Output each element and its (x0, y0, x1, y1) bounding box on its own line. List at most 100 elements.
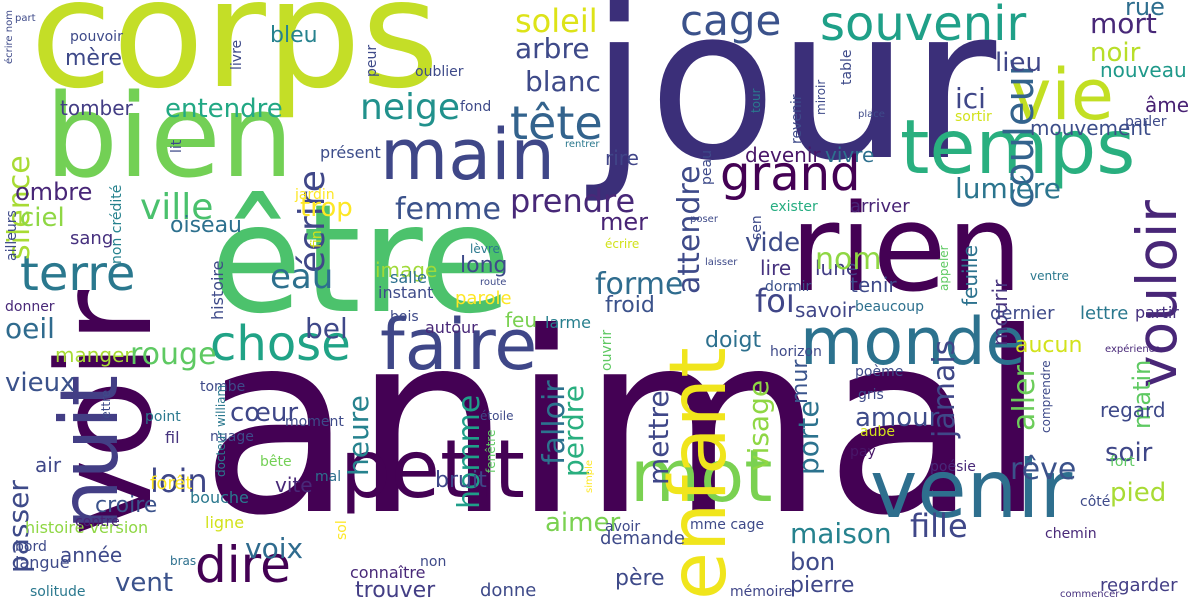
word-donne: donne (480, 580, 537, 600)
word-porte: porte (792, 400, 825, 475)
word-poésie: poésie (930, 459, 976, 475)
word-visage: visage (742, 379, 775, 471)
word-non: non (420, 554, 447, 570)
word-mur: mur (788, 359, 813, 404)
word-beaucoup: beaucoup (855, 299, 924, 315)
word-arbre: arbre (515, 32, 590, 65)
word-sang: sang (70, 228, 114, 249)
word-gris: gris (858, 387, 884, 403)
word-poème: poème (855, 364, 904, 380)
word-dire: dire (195, 536, 291, 594)
word-fenêtre: fenêtre (484, 429, 498, 473)
word-forme: forme (595, 267, 684, 302)
word-lit: lit (169, 139, 185, 153)
word-père: père (615, 566, 665, 591)
word-animal: animal (200, 279, 1048, 570)
word-bras: bras (170, 554, 197, 568)
word-être: être (210, 173, 512, 347)
word-ici: ici (955, 82, 986, 115)
word-dormir: dormir (765, 279, 812, 295)
word-mal: mal (315, 469, 342, 485)
word-voix: voix (245, 532, 304, 565)
word-bois: bois (390, 309, 419, 325)
word-forêt: forêt (150, 473, 193, 494)
word-prendre: prendre (510, 182, 636, 220)
word-bel: bel (305, 312, 348, 345)
word-lire: lire (760, 256, 792, 280)
word-arriver: arriver (850, 196, 910, 217)
word-aucun: aucun (1015, 333, 1083, 358)
word-salle: salle (390, 268, 427, 287)
word-bête: bête (260, 454, 292, 470)
word-bouche: bouche (190, 488, 249, 507)
word-trop: trop (300, 193, 353, 223)
word-devenir: devenir (745, 143, 821, 167)
word-âme: âme (1145, 93, 1190, 117)
word-écrire-nom: écrire nom (4, 10, 15, 64)
word-noir: noir (1090, 38, 1141, 68)
word-contre: contre (75, 514, 120, 530)
word-eau: eau (270, 257, 334, 297)
word-froid: froid (605, 293, 655, 318)
word-lettre: lettre (1080, 303, 1129, 324)
word-pierre: pierre (790, 573, 855, 598)
word-miroir: miroir (814, 79, 828, 115)
word-ventre: ventre (1030, 269, 1069, 283)
word-horizon: horizon (770, 344, 822, 360)
word-regarder: regarder (1100, 575, 1178, 596)
word-jardin: jardin (295, 187, 335, 203)
word-connaître: connaître (350, 563, 426, 582)
word-autour: autour (425, 318, 478, 337)
word-mme-cage: mme cage (690, 517, 765, 533)
word-tomber: tomber (60, 96, 133, 120)
word-heure: heure (342, 395, 375, 476)
word-rien: rien (790, 180, 1023, 319)
word-nuage: nuage (210, 429, 254, 445)
word-regard: regard (1100, 398, 1166, 422)
word-docteur-william: docteur william (214, 384, 228, 477)
word-main: main (380, 114, 555, 196)
word-appeler: appeler (937, 245, 951, 291)
word-demande: demande (600, 528, 685, 549)
word-aimer: aimer (545, 508, 621, 538)
word-lettre: lettre (99, 389, 113, 422)
word-tête: tête (510, 96, 603, 150)
word-blanc: blanc (525, 65, 601, 98)
word-part: part (15, 13, 36, 24)
word-neige: neige (360, 87, 460, 128)
word-bord: bord (15, 539, 47, 555)
word-histoire-version: histoire version (25, 518, 149, 537)
word-mettre: mettre (642, 390, 675, 485)
word-savoir: savoir (795, 298, 856, 322)
word-fil: fil (165, 428, 180, 447)
word-peur: peur (364, 44, 380, 77)
word-commencer: commencer (1060, 589, 1120, 600)
word-croire: croire (95, 493, 158, 518)
word-côté: côté (1080, 494, 1111, 510)
word-petit: petit (340, 423, 525, 516)
word-chemin: chemin (1045, 526, 1097, 542)
word-point: point (145, 409, 181, 425)
word-larme: larme (545, 313, 591, 332)
word-chose: chose (210, 316, 351, 372)
word-ailleurs: ailleurs (4, 210, 20, 261)
word-grand: grand (720, 146, 861, 202)
word-femme: femme (395, 192, 501, 227)
word-bien: bien (45, 70, 294, 204)
word-exister: exister (770, 199, 818, 215)
word-soleil: soleil (515, 2, 598, 40)
word-solitude: solitude (30, 584, 86, 600)
word-vivre: vivre (825, 143, 875, 167)
word-souvenir: souvenir (820, 0, 1027, 52)
word-nouveau: nouveau (1100, 58, 1187, 82)
word-monde: monde (800, 305, 1026, 380)
word-donner: donner (5, 299, 55, 315)
word-revenir: revenir (789, 94, 805, 144)
word-pied: pied (1110, 478, 1167, 508)
word-vite: vite (275, 473, 313, 497)
word-moment: moment (285, 414, 344, 430)
word-rouge: rouge (130, 337, 217, 372)
word-mouvement: mouvement (1030, 116, 1151, 140)
word-étoile: étoile (480, 409, 514, 423)
word-table: table (839, 49, 855, 85)
